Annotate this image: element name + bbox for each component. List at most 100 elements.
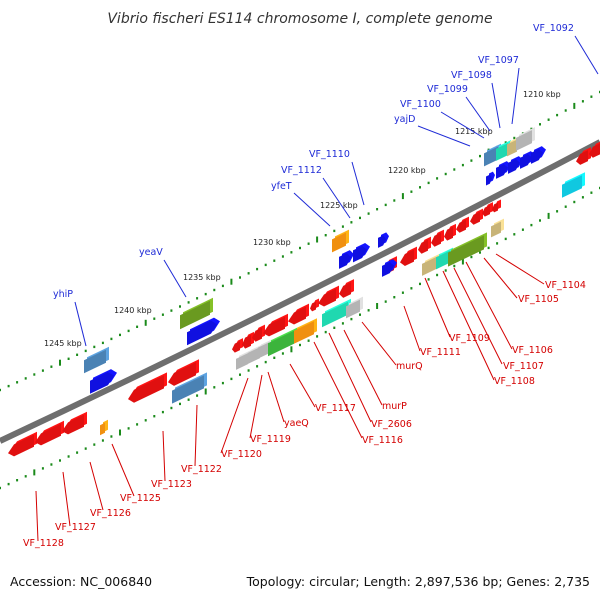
gene-yajd-face <box>484 146 498 167</box>
gene-vf1126-face <box>62 414 84 435</box>
gene-vf1098-face <box>516 130 532 151</box>
gene-label-vf1107[interactable]: VF_1107 <box>503 361 544 372</box>
gene-vf1109 <box>400 246 417 267</box>
gene-label-vf1117[interactable]: VF_1117 <box>315 403 356 414</box>
scale-ticks-top <box>0 90 600 392</box>
gene-vf1116 <box>288 303 309 325</box>
minor-tick <box>556 210 559 213</box>
minor-tick <box>324 234 327 237</box>
gene-label-vf2606[interactable]: VF_2606 <box>371 419 412 430</box>
minor-tick <box>196 297 199 300</box>
topology-summary: Topology: circular; Length: 2,897,536 bp… <box>246 574 590 589</box>
gene-label-yeav[interactable]: yeaV <box>139 247 163 258</box>
minor-tick <box>187 398 190 401</box>
gene-murq <box>339 279 354 298</box>
leader-vf1123 <box>162 430 166 482</box>
leader-murq <box>361 321 397 366</box>
minor-tick <box>410 287 413 290</box>
minor-tick <box>196 394 199 397</box>
gene-vf1126 <box>62 411 87 435</box>
gene-yeav <box>180 297 213 330</box>
leader-murp <box>343 329 383 406</box>
minor-tick <box>547 118 550 121</box>
label-leader-lines <box>35 35 599 542</box>
gene-label-yajd[interactable]: yajD <box>394 114 415 125</box>
gene-label-vf1127[interactable]: VF_1127 <box>55 522 96 533</box>
leader-vf1126 <box>89 461 104 511</box>
gene-tan-b-face <box>491 221 501 238</box>
minor-tick <box>573 200 576 204</box>
gene-vf1104 <box>470 208 483 225</box>
minor-tick <box>119 333 121 337</box>
gene-label-yfet[interactable]: yfeT <box>271 181 292 192</box>
gene-label-vf1123[interactable]: VF_1123 <box>151 479 192 490</box>
gene-vf1127-face <box>35 423 61 446</box>
minor-tick <box>427 278 430 281</box>
gene-label-yhip[interactable]: yhiP <box>53 289 73 300</box>
gene-label-vf1097[interactable]: VF_1097 <box>478 55 519 66</box>
minor-tick <box>341 322 344 325</box>
minor-tick <box>436 273 439 277</box>
leader-vf1120 <box>220 377 249 454</box>
minor-tick <box>170 406 173 410</box>
minor-tick <box>0 486 1 490</box>
gene-label-vf1106[interactable]: VF_1106 <box>512 345 553 356</box>
leader-yeav <box>163 259 187 298</box>
gene-label-vf1110[interactable]: VF_1110 <box>309 149 350 160</box>
gene-label-vf1104[interactable]: VF_1104 <box>545 280 586 291</box>
leader-vf1109 <box>424 277 451 338</box>
minor-tick <box>444 269 447 272</box>
gene-olive-b <box>448 232 487 267</box>
gene-label-vf1100[interactable]: VF_1100 <box>400 99 441 110</box>
minor-tick <box>470 159 473 162</box>
gene-label-vf1112[interactable]: VF_1112 <box>281 165 322 176</box>
minor-tick <box>461 163 464 167</box>
minor-tick <box>110 435 113 438</box>
gene-label-murp[interactable]: murP <box>382 401 407 412</box>
gene-vf1105-face <box>456 219 466 233</box>
minor-tick <box>590 95 593 98</box>
gene-label-vf1126[interactable]: VF_1126 <box>90 508 131 519</box>
minor-tick <box>581 100 584 103</box>
gene-label-vf1120[interactable]: VF_1120 <box>221 449 262 460</box>
gene-label-vf1109[interactable]: VF_1109 <box>449 333 490 344</box>
gene-olive-b-face <box>448 235 484 267</box>
minor-tick <box>350 317 353 321</box>
gene-label-vf1098[interactable]: VF_1098 <box>451 70 492 81</box>
minor-tick <box>179 402 181 406</box>
gene-label-vf1116[interactable]: VF_1116 <box>362 435 403 446</box>
minor-tick <box>444 172 447 176</box>
gene-label-yaeq[interactable]: yaeQ <box>284 418 309 429</box>
chromosome-backbone <box>0 139 600 444</box>
gene-label-vf1092[interactable]: VF_1092 <box>533 23 574 34</box>
gene-orange-small-face <box>100 422 105 436</box>
gene-label-vf1099[interactable]: VF_1099 <box>427 84 468 95</box>
gene-label-vf1111[interactable]: VF_1111 <box>420 347 461 358</box>
minor-tick <box>84 447 87 450</box>
gene-label-vf1125[interactable]: VF_1125 <box>120 493 161 504</box>
minor-tick <box>136 325 139 328</box>
minor-tick <box>93 443 96 446</box>
accession-text: Accession: NC_006840 <box>10 574 152 589</box>
forward-gene-labels: VF_1092 VF_1097 VF_1098 VF_1099 VF_1100 … <box>53 23 574 300</box>
major-tick <box>547 212 550 219</box>
gene-yhip-face <box>84 349 106 374</box>
gene-label-vf1122[interactable]: VF_1122 <box>181 464 222 475</box>
gene-label-murq[interactable]: murQ <box>396 361 423 372</box>
gene-blue-5 <box>486 171 495 186</box>
minor-tick <box>179 305 181 308</box>
minor-tick <box>384 203 387 207</box>
gene-vf1112 <box>353 242 370 263</box>
leader-vf1128 <box>35 490 39 542</box>
minor-tick <box>16 381 19 384</box>
major-tick <box>573 102 576 109</box>
gene-label-vf1119[interactable]: VF_1119 <box>250 434 291 445</box>
minor-tick <box>110 337 113 341</box>
gene-label-vf1108[interactable]: VF_1108 <box>494 376 535 387</box>
gene-yaeq <box>252 324 265 342</box>
gene-label-vf1105[interactable]: VF_1105 <box>518 294 559 305</box>
gene-vf2606 <box>310 298 319 312</box>
gene-blue-yfet <box>339 250 354 269</box>
scale-label-1225: 1225 kbp <box>320 201 358 210</box>
gene-label-vf1128[interactable]: VF_1128 <box>23 538 64 549</box>
